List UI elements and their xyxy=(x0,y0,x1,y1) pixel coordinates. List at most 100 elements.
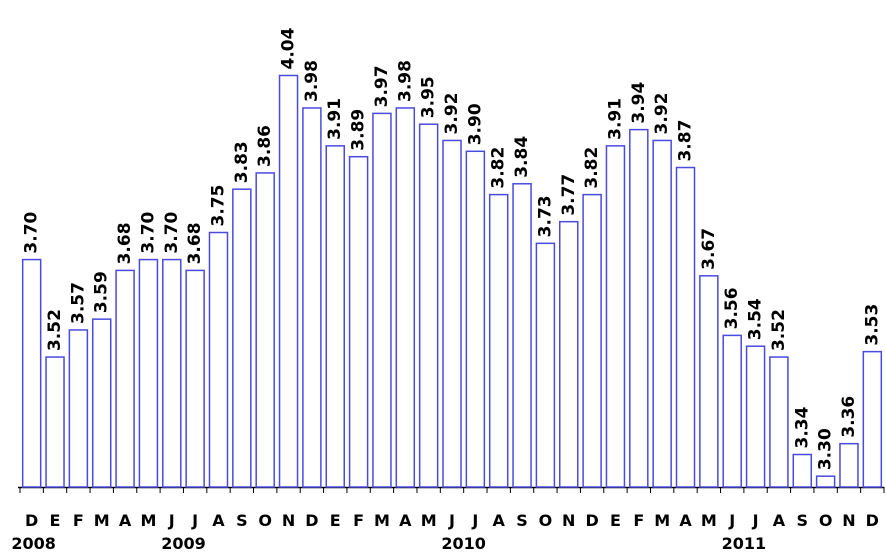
bar xyxy=(629,128,649,488)
value-label: 3.95 xyxy=(419,76,439,118)
bar xyxy=(91,318,112,488)
bar xyxy=(138,258,159,488)
value-label: 3.98 xyxy=(302,60,322,102)
value-label: 3.98 xyxy=(395,60,415,102)
year-label: 2008 xyxy=(11,534,56,553)
value-label: 3.87 xyxy=(676,120,696,162)
bar xyxy=(115,269,135,488)
value-label: 3.77 xyxy=(559,174,579,216)
value-label: 3.82 xyxy=(582,147,602,189)
value-label: 3.30 xyxy=(816,428,836,470)
value-label: 3.36 xyxy=(839,396,859,438)
bar xyxy=(488,193,509,488)
x-tick-label: E xyxy=(610,511,621,530)
bar xyxy=(255,172,275,488)
bar xyxy=(582,193,602,488)
bar xyxy=(652,139,672,488)
bar xyxy=(559,220,579,488)
x-tick-label: J xyxy=(168,511,175,530)
value-label: 3.56 xyxy=(722,287,742,329)
bar xyxy=(395,107,416,488)
x-tick-label: E xyxy=(330,511,341,530)
x-tick-label: J xyxy=(728,511,735,530)
bar xyxy=(162,258,182,488)
x-tick-label: M xyxy=(701,511,717,530)
value-label: 4.04 xyxy=(279,27,299,69)
x-tick-label: N xyxy=(842,511,855,530)
value-label: 3.89 xyxy=(349,109,369,151)
bar xyxy=(21,258,42,488)
value-label: 3.54 xyxy=(746,298,766,340)
x-tick-label: D xyxy=(866,511,879,530)
x-tick-label: D xyxy=(585,511,598,530)
x-tick-label: A xyxy=(212,511,225,530)
x-tick-label: J xyxy=(752,511,759,530)
value-label: 3.70 xyxy=(22,211,42,253)
x-tick-label: O xyxy=(539,511,553,530)
value-label: 3.91 xyxy=(325,98,345,140)
x-tick-label: S xyxy=(236,511,248,530)
x-tick-label: A xyxy=(493,511,506,530)
x-tick-label: S xyxy=(516,511,528,530)
bar xyxy=(278,74,299,488)
x-tick-label: O xyxy=(819,511,833,530)
x-tick-label: M xyxy=(654,511,670,530)
x-tick-label: F xyxy=(633,511,644,530)
x-tick-label: D xyxy=(305,511,318,530)
value-label: 3.73 xyxy=(535,195,555,237)
bar xyxy=(792,453,813,488)
value-label: 3.52 xyxy=(769,309,789,351)
bar xyxy=(722,334,742,488)
x-tick-label: M xyxy=(421,511,437,530)
bar xyxy=(302,107,322,488)
x-tick-label: A xyxy=(119,511,132,530)
value-label: 3.67 xyxy=(699,228,719,270)
x-tick-label: M xyxy=(94,511,110,530)
bar xyxy=(815,475,836,488)
bar xyxy=(68,329,89,488)
bar xyxy=(839,442,859,488)
value-label: 3.83 xyxy=(232,141,252,183)
x-tick-label: F xyxy=(353,511,364,530)
bar xyxy=(699,275,719,488)
bar xyxy=(605,145,626,488)
value-label: 3.70 xyxy=(162,211,182,253)
bar xyxy=(675,166,696,488)
x-tick-label: A xyxy=(679,511,692,530)
year-label: 2010 xyxy=(441,534,486,553)
x-tick-label: F xyxy=(73,511,84,530)
bar xyxy=(348,155,369,488)
bar xyxy=(185,269,205,488)
value-label: 3.53 xyxy=(862,304,882,346)
value-label: 3.97 xyxy=(372,65,392,107)
bar xyxy=(418,123,439,488)
value-label: 3.52 xyxy=(45,309,65,351)
x-tick-label: A xyxy=(399,511,412,530)
bar xyxy=(232,188,252,488)
year-label: 2011 xyxy=(722,534,767,553)
value-label: 3.70 xyxy=(138,211,158,253)
value-label: 3.92 xyxy=(652,93,672,135)
value-label: 3.34 xyxy=(792,406,812,448)
x-tick-label: N xyxy=(562,511,575,530)
x-tick-label: M xyxy=(374,511,390,530)
x-tick-label: N xyxy=(282,511,295,530)
bar xyxy=(535,242,556,488)
bar xyxy=(208,231,229,488)
value-label: 3.68 xyxy=(115,222,135,264)
x-tick-label: E xyxy=(50,511,61,530)
value-label: 3.86 xyxy=(255,125,275,167)
year-label: 2009 xyxy=(161,534,206,553)
value-label: 3.59 xyxy=(92,271,112,313)
x-tick-label: S xyxy=(797,511,809,530)
x-tick-label: M xyxy=(140,511,156,530)
bar xyxy=(465,150,486,488)
value-label: 3.94 xyxy=(629,82,649,124)
value-label: 3.57 xyxy=(68,282,88,324)
bar xyxy=(862,350,883,488)
value-label: 3.82 xyxy=(489,147,509,189)
bar xyxy=(512,183,532,488)
value-label: 3.90 xyxy=(465,103,485,145)
value-label: 3.68 xyxy=(185,222,205,264)
